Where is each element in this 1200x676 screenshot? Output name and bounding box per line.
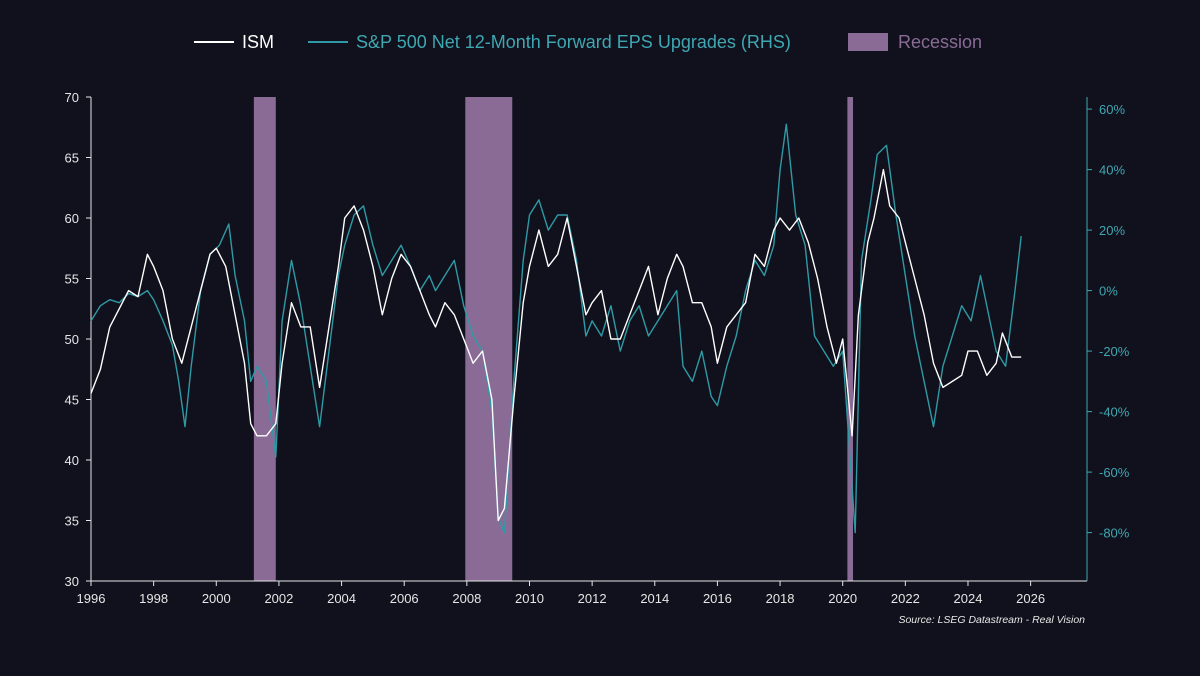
- x-tick-label: 2026: [1016, 591, 1045, 606]
- y-left-tick-label: 45: [65, 393, 79, 408]
- legend-label-ism: ISM: [242, 32, 274, 52]
- series-lines: [90, 123, 1022, 534]
- x-tick-label: 2014: [640, 591, 669, 606]
- recession-bands: [253, 97, 854, 581]
- y-left-tick-label: 60: [65, 211, 79, 226]
- x-tick-label: 2002: [264, 591, 293, 606]
- y-left-tick-label: 35: [65, 514, 79, 529]
- x-tick-label: 2000: [202, 591, 231, 606]
- recession-band: [253, 97, 276, 581]
- y-right-tick-label: 20%: [1099, 223, 1125, 238]
- legend-label-eps: S&P 500 Net 12-Month Forward EPS Upgrade…: [356, 32, 791, 52]
- legend-swatch-recession: [848, 33, 888, 51]
- x-tick-label: 2006: [390, 591, 419, 606]
- axes: 1996 1998 2000 2002 2004 2006 2008 2010 2012 2014…: [65, 90, 1130, 606]
- y-right-tick-label: 60%: [1099, 102, 1125, 117]
- y-left-tick-label: 65: [65, 151, 79, 166]
- x-tick-label: 2010: [515, 591, 544, 606]
- x-tick-label: 2004: [327, 591, 356, 606]
- y-right-tick-label: -80%: [1099, 526, 1130, 541]
- x-tick-label: 2008: [452, 591, 481, 606]
- x-tick-label: 2012: [578, 591, 607, 606]
- x-tick-label: 2022: [891, 591, 920, 606]
- legend: ISM S&P 500 Net 12-Month Forward EPS Upgr…: [194, 32, 982, 52]
- y-left-tick-label: 70: [65, 90, 79, 105]
- recession-band: [847, 97, 854, 581]
- y-right-tick-label: -40%: [1099, 405, 1130, 420]
- y-right-tick-label: 0%: [1099, 284, 1118, 299]
- x-tick-label: 2020: [828, 591, 857, 606]
- series-line-ism: [90, 168, 1022, 522]
- y-left-tick-label: 50: [65, 332, 79, 347]
- x-tick-label: 2016: [703, 591, 732, 606]
- y-right-tick-label: 40%: [1099, 163, 1125, 178]
- series-line-eps: [90, 123, 1022, 534]
- legend-label-recession: Recession: [898, 32, 982, 52]
- y-right-tick-label: -60%: [1099, 465, 1130, 480]
- y-left-tick-label: 55: [65, 272, 79, 287]
- y-left-tick-label: 30: [65, 574, 79, 589]
- source-note: Source: LSEG Datastream - Real Vision: [898, 614, 1085, 626]
- y-right-tick-label: -20%: [1099, 344, 1130, 359]
- y-left-tick-label: 40: [65, 453, 79, 468]
- x-tick-label: 2024: [954, 591, 983, 606]
- x-tick-label: 1998: [139, 591, 168, 606]
- x-tick-label: 1996: [77, 591, 106, 606]
- x-tick-label: 2018: [766, 591, 795, 606]
